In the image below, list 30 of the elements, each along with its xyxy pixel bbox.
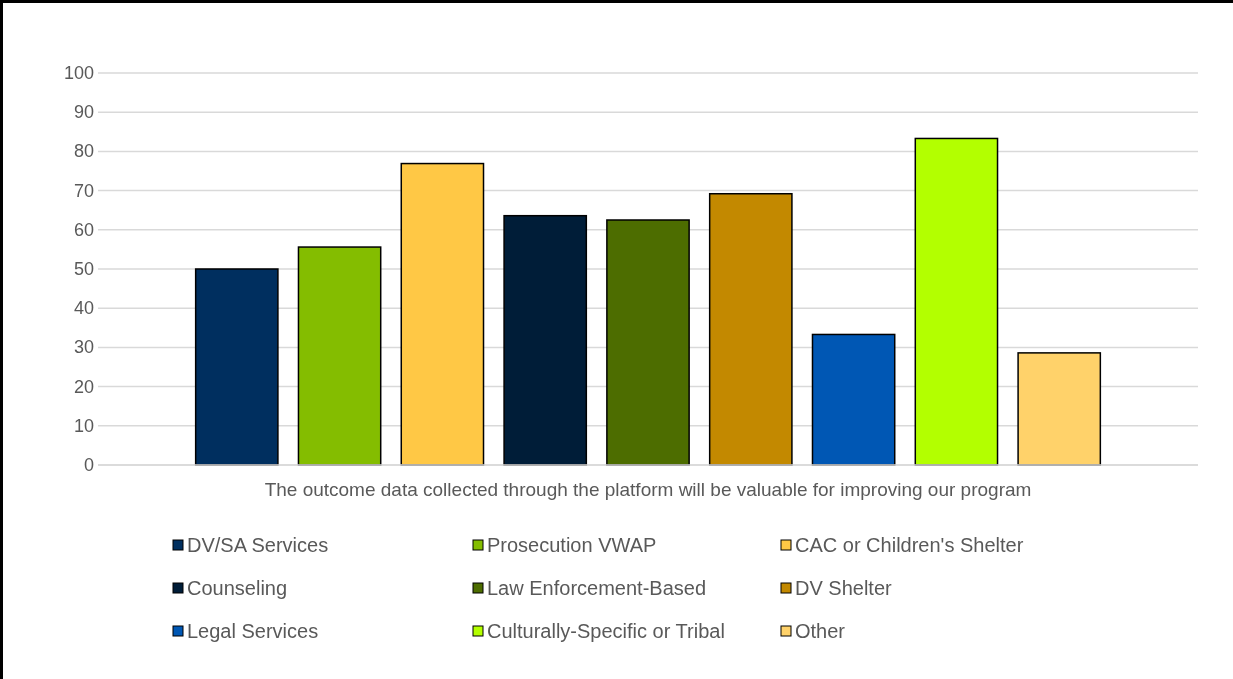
legend-label: CAC or Children's Shelter	[795, 534, 1024, 556]
legend-label: Prosecution VWAP	[487, 534, 657, 556]
y-tick-label: 20	[73, 376, 94, 397]
y-tick-label: 70	[73, 180, 94, 201]
bar	[503, 214, 588, 466]
y-tick-label: 90	[73, 102, 94, 123]
legend-label: Other	[795, 620, 846, 642]
legend-label: Counseling	[187, 577, 288, 599]
bar	[914, 137, 999, 466]
y-tick-label: 0	[83, 455, 94, 475]
legend-label: Legal Services	[187, 620, 319, 642]
bar	[811, 333, 896, 466]
y-tick-label: 100	[63, 63, 94, 83]
y-tick-label: 80	[73, 141, 94, 162]
bar	[708, 192, 793, 466]
y-tick-label: 40	[73, 298, 94, 319]
legend-label: DV/SA Services	[187, 534, 329, 556]
bar	[1017, 352, 1102, 466]
bar	[606, 219, 690, 466]
bar	[400, 162, 485, 466]
legend-label: Culturally-Specific or Tribal	[487, 620, 725, 642]
bar	[297, 246, 382, 466]
legend-label: Law Enforcement-Based	[487, 577, 707, 599]
legend-label: DV Shelter	[795, 577, 893, 599]
y-tick-label: 10	[73, 415, 94, 436]
y-tick-label: 30	[73, 337, 94, 358]
y-tick-label: 60	[73, 219, 94, 240]
bar	[194, 268, 279, 466]
x-tick-label: The outcome data collected through the platform will be valuable for improving our program	[264, 478, 1032, 500]
y-tick-label: 50	[73, 259, 94, 279]
